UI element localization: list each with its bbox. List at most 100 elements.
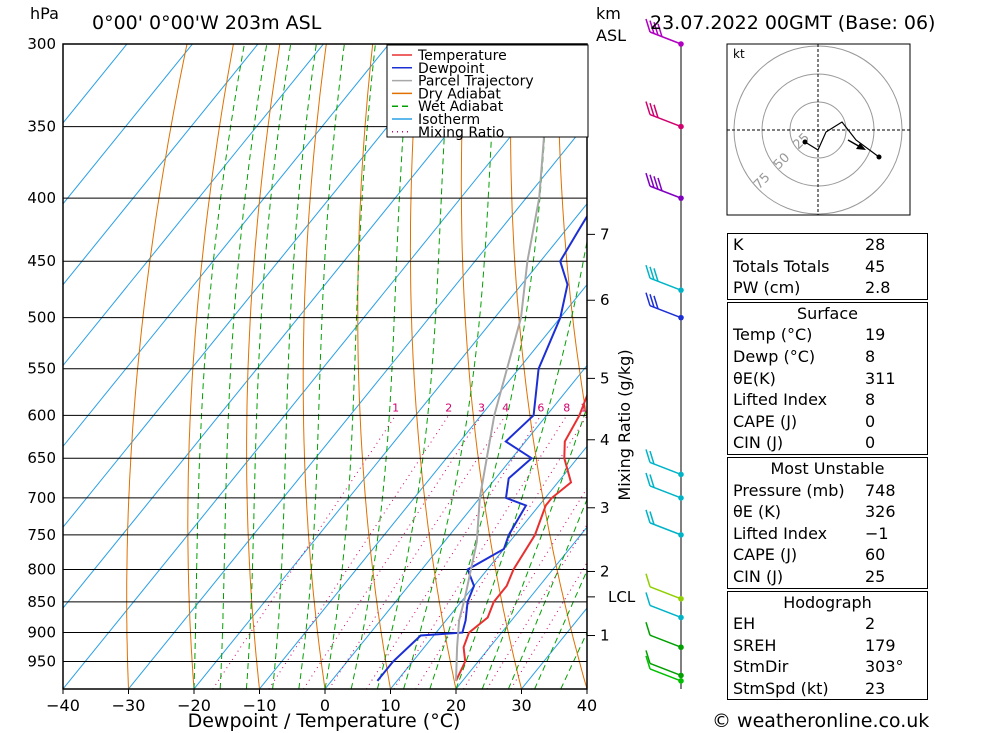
- mixing-ratio-label: 1: [392, 401, 399, 414]
- isotherm-line: [63, 44, 259, 286]
- wet-adiabat-line: [219, 44, 268, 689]
- wind-level-dot: [678, 287, 684, 293]
- isotherm-line: [127, 122, 587, 689]
- wind-level-dot: [678, 672, 684, 679]
- isotherm-line: [0, 0, 141, 715]
- isotherm-line: [258, 283, 587, 689]
- x-tick-label: −20: [177, 696, 211, 715]
- eh-row: EH 2: [733, 614, 876, 634]
- wet-adiabat-line: [324, 44, 376, 689]
- wind-barb-flag: [645, 472, 651, 487]
- surface-theta-row: θE(K) 311: [733, 368, 896, 388]
- wind-level-dot: [678, 471, 684, 478]
- km-tick-label: 4: [600, 431, 610, 449]
- x-tick-label: −10: [243, 696, 277, 715]
- surface-li-row: Lifted Index 8: [733, 390, 876, 410]
- surface-title: Surface: [797, 303, 858, 323]
- mixing-ratio-label: 6: [537, 401, 544, 414]
- hodograph-stats-box: Hodograph EH 2 SREH 179 StmDir 303° StmSpd …: [727, 590, 928, 701]
- credit-link[interactable]: © weatheronline.co.uk: [712, 710, 930, 732]
- wind-barb-staff: [649, 461, 682, 476]
- pw-row: PW (cm) 2.8: [733, 278, 891, 298]
- pressure-tick-label: 550: [27, 360, 56, 378]
- wet-adiabat-line: [507, 498, 587, 689]
- most-unstable-box: Most Unstable Pressure (mb) 748 θE (K) 326…: [727, 456, 928, 589]
- isotherm-line: [63, 44, 390, 448]
- wind-barb-flag: [649, 174, 655, 188]
- pressure-tick-label: 900: [27, 624, 56, 642]
- wind-barb-flag: [645, 622, 651, 636]
- wind-barb-staff: [649, 522, 682, 536]
- x-axis-label: Dewpoint / Temperature (°C): [188, 710, 461, 732]
- wind-barb-flag: [645, 650, 651, 664]
- k-index-row: K 28: [733, 235, 886, 254]
- x-tick-label: 30: [511, 696, 531, 715]
- indices-panel: K 28 Totals Totals 45 PW (cm) 2.8 Surface T…: [727, 233, 928, 702]
- wind-barb-staff: [649, 662, 682, 677]
- wet-adiabat-line: [534, 569, 587, 689]
- mixing-ratio-label: 25: [670, 401, 684, 414]
- mu-li-row: Lifted Index −1: [733, 523, 889, 543]
- stability-indices-box: K 28 Totals Totals 45 PW (cm) 2.8: [727, 233, 928, 300]
- pressure-tick-label: 450: [27, 252, 56, 270]
- legend-entry: Temperature: [417, 48, 507, 64]
- dry-adiabat-line: [187, 44, 234, 689]
- x-tick-label: 20: [446, 696, 466, 715]
- wet-adiabat-line: [481, 405, 587, 689]
- sreh-row: SREH 179: [733, 635, 896, 655]
- wind-level-dot: [678, 644, 684, 651]
- legend-entry: Dry Adiabat: [418, 86, 501, 102]
- dry-adiabat-line: [923, 7, 1000, 689]
- wind-barb-flag: [649, 266, 655, 281]
- mixing-ratio-label: 20: [647, 401, 661, 414]
- dry-adiabat-line: [969, 7, 1000, 689]
- wind-level-dot: [678, 678, 684, 684]
- isotherm-line: [63, 44, 194, 205]
- wind-barb-staff: [649, 113, 682, 128]
- wind-barb-flag: [653, 268, 659, 282]
- mu-cin-row: CIN (J) 25: [733, 566, 886, 586]
- wet-adiabat-line: [403, 44, 498, 689]
- km-tick-label: 2: [600, 562, 610, 580]
- wind-barb-staff: [649, 304, 682, 319]
- km-tick-label: 6: [600, 291, 610, 309]
- wind-barb-flag: [657, 23, 663, 38]
- pressure-tick-label: 800: [27, 560, 56, 578]
- mu-theta-row: θE (K) 326: [733, 502, 896, 522]
- km-tick-label: 7: [600, 225, 610, 243]
- surface-dewp-row: Dewp (°C) 8: [733, 346, 876, 366]
- pressure-tick-label: 400: [27, 189, 56, 207]
- mixing-ratio-label: 8: [563, 401, 570, 414]
- hodograph-end-dot: [876, 154, 882, 160]
- legend-entry: Dewpoint: [418, 61, 485, 77]
- wet-adiabat-line: [455, 238, 587, 689]
- wind-barb-flag: [645, 18, 651, 33]
- location-title: 0°00' 0°00'W 203m ASL: [92, 12, 322, 34]
- wind-level-dot: [678, 595, 684, 602]
- x-tick-label: 10: [380, 696, 400, 715]
- wind-barb-flag: [649, 20, 655, 34]
- pressure-tick-label: 850: [27, 593, 56, 611]
- wind-barb-flag: [653, 21, 659, 36]
- x-tick-label: −30: [112, 696, 146, 715]
- isotherm-line: [455, 526, 587, 689]
- pressure-tick-label: 750: [27, 526, 56, 544]
- wind-barb-staff: [649, 586, 682, 600]
- isotherm-line: [324, 364, 587, 689]
- mu-cape-row: CAPE (J) 60: [733, 545, 886, 565]
- height-unit-sub-label: ASL: [596, 26, 626, 45]
- dry-adiabat-line: [126, 44, 188, 689]
- legend-entry: Wet Adiabat: [418, 99, 504, 115]
- isotherm-line: [193, 203, 587, 689]
- wind-barb-flag: [645, 264, 651, 279]
- wet-adiabat-line: [376, 44, 451, 689]
- storm-motion-arrowhead: [856, 143, 866, 150]
- hodograph-start-dot: [802, 139, 808, 145]
- dry-adiabat-line: [246, 44, 281, 689]
- wind-barb-flag: [645, 573, 651, 587]
- wind-barb-staff: [649, 185, 682, 199]
- dry-adiabat-line: [605, 7, 719, 689]
- km-tick-label: 3: [600, 499, 610, 517]
- pressure-tick-label: 350: [27, 118, 56, 136]
